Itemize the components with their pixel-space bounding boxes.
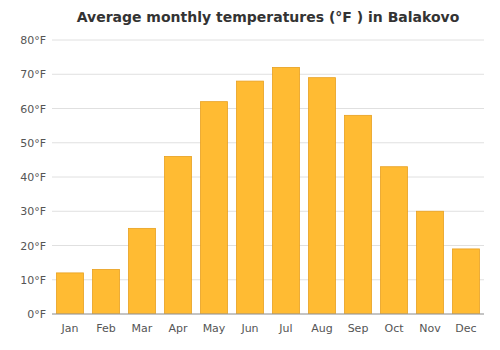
y-tick-label: 80°F [20,34,46,47]
y-tick-label: 20°F [20,240,46,253]
bar [381,167,408,314]
grid [52,40,484,314]
x-tick-label: Dec [455,322,476,335]
x-axis: Jan Feb Mar Apr May Jun Jul Aug Sep Oct Nov Dec [52,314,484,335]
x-tick-label: Oct [384,322,404,335]
chart: Average monthly temperatures (°F ) in Ba… [0,0,500,350]
title: Average monthly temperatures (°F ) in Ba… [77,9,460,25]
bar [273,67,300,314]
bar [417,211,444,314]
x-tick-label: Nov [419,322,441,335]
grid-line [52,314,484,315]
chart-container: Average monthly temperatures (°F ) in Ba… [0,0,500,350]
x-tick-label: Jan [61,322,79,335]
bar [129,228,156,314]
y-tick-label: 60°F [20,103,46,116]
y-tick-label: 50°F [20,137,46,150]
bar [453,249,480,314]
grid-line [52,108,484,109]
x-tick-label: Jun [240,322,258,335]
grid-line [52,74,484,75]
x-tick-label: Feb [96,322,115,335]
x-tick-label: Sep [348,322,369,335]
y-tick-label: 70°F [20,68,46,81]
y-tick-label: 30°F [20,205,46,218]
x-tick-label: Aug [311,322,332,335]
bar [345,115,372,314]
bar [93,269,120,314]
bar [165,156,192,314]
x-axis-line [52,314,484,315]
bar [237,81,264,314]
y-tick-label: 10°F [20,274,46,287]
y-tick-label: 40°F [20,171,46,184]
bar [57,273,84,314]
bar [201,102,228,314]
bar [309,78,336,314]
grid-line [52,177,484,178]
x-tick-label: Jul [278,322,292,335]
bars [57,67,480,314]
grid-line [52,142,484,143]
x-tick-label: May [203,322,226,335]
x-tick-label: Apr [168,322,188,335]
y-axis: 0°F 10°F 20°F 30°F 40°F 50°F 60°F 70°F 80°F [20,34,46,321]
y-tick-label: 0°F [27,308,46,321]
x-tick-label: Mar [132,322,153,335]
grid-line [52,40,484,41]
